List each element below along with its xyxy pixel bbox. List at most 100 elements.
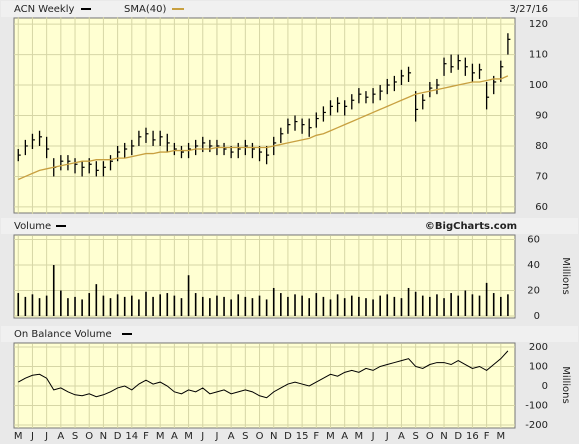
y-tick-label: 80 (535, 141, 548, 152)
panel-title: On Balance Volume (14, 329, 112, 340)
x-tick-label: M (326, 431, 335, 442)
x-tick-label: A (57, 431, 64, 442)
volume-bar (414, 291, 417, 316)
volume-bar (322, 296, 325, 316)
y-tick-label: 60 (527, 235, 540, 246)
volume-bar (237, 294, 240, 316)
obv-line (18, 350, 509, 399)
volume-bar (102, 295, 105, 316)
y-tick-label: 100 (529, 361, 548, 372)
volume-bar (308, 298, 311, 316)
legend-label: SMA(40) (124, 4, 166, 15)
y-tick-label: 90 (535, 111, 548, 122)
volume-bar (17, 293, 20, 316)
y-tick-label: 40 (527, 260, 540, 271)
x-tick-label: A (341, 431, 348, 442)
x-tick-label: M (156, 431, 165, 442)
volume-bar (436, 294, 438, 316)
volume-bar (287, 296, 289, 316)
volume-bar (173, 295, 176, 316)
volume-bar (223, 296, 225, 316)
x-tick-label: F (313, 431, 319, 442)
legend-label: ACN Weekly (14, 4, 74, 15)
y-tick-label: 20 (527, 286, 540, 297)
volume-bar (358, 296, 360, 316)
x-tick-label: S (412, 431, 418, 442)
volume-bar (258, 295, 261, 316)
y-tick-label: 70 (535, 171, 548, 182)
volume-bar (393, 296, 396, 316)
volume-bar (251, 298, 254, 316)
volume-bar (301, 295, 303, 316)
x-tick-label: J (30, 431, 34, 442)
volume-bar (216, 295, 218, 316)
x-tick-label: N (270, 431, 277, 442)
volume-bar (138, 299, 140, 316)
volume-bar (180, 298, 183, 316)
x-tick-label: M (496, 431, 505, 442)
x-tick-label: J (200, 431, 204, 442)
x-tick-label: J (385, 431, 389, 442)
volume-bar (471, 294, 474, 316)
volume-bar (88, 293, 91, 316)
x-tick-label: O (426, 431, 434, 442)
y-tick-label: 120 (529, 19, 548, 30)
x-tick-label: F (484, 431, 490, 442)
volume-bar (407, 287, 410, 316)
volume-bar (492, 293, 495, 316)
x-tick-label: O (256, 431, 264, 442)
x-tick-label: 16 (466, 431, 479, 442)
x-tick-label: A (228, 431, 235, 442)
volume-bar (500, 296, 502, 316)
volume-bar (209, 298, 211, 316)
y-tick-label: 0 (542, 381, 548, 392)
volume-bar (336, 294, 339, 316)
volume-bar (457, 295, 460, 316)
volume-bar (450, 293, 452, 316)
x-tick-label: S (72, 431, 78, 442)
volume-bar (45, 295, 48, 316)
y-tick-label: 110 (529, 50, 548, 61)
volume-bar (194, 293, 197, 316)
x-tick-label: O (85, 431, 93, 442)
x-tick-label: 15 (296, 431, 309, 442)
volume-bar (244, 296, 247, 316)
volume-bar (379, 295, 381, 316)
panel-title: Volume (14, 221, 51, 232)
x-tick-label: N (440, 431, 447, 442)
volume-bar (95, 284, 98, 316)
volume-bar (187, 275, 190, 316)
volume-bar (343, 298, 346, 316)
volume-bar (145, 291, 147, 316)
volume-bar (272, 287, 275, 316)
y-tick-label: 100 (529, 80, 548, 91)
volume-bar (24, 296, 27, 316)
volume-header (1, 218, 578, 234)
volume-bar (485, 282, 488, 316)
x-tick-label: M (184, 431, 193, 442)
volume-bar (81, 299, 83, 316)
volume-bar (52, 265, 55, 316)
volume-bar (280, 293, 282, 316)
volume-plot (13, 234, 516, 319)
volume-bar (60, 290, 62, 316)
x-tick-label: S (242, 431, 248, 442)
volume-bar (130, 295, 133, 316)
volume-bar (350, 295, 353, 316)
y-tick-label: -200 (525, 420, 548, 431)
x-tick-label: N (100, 431, 107, 442)
volume-bar (38, 298, 41, 316)
volume-bar (74, 296, 76, 316)
volume-bar (123, 296, 126, 316)
volume-bar (478, 295, 481, 316)
volume-bar (67, 298, 69, 316)
sma-line (18, 75, 509, 181)
volume-bar (294, 294, 296, 316)
volume-bar (315, 293, 318, 316)
x-tick-label: D (284, 431, 292, 442)
x-tick-label: A (398, 431, 405, 442)
x-tick-label: J (214, 431, 218, 442)
volume-bar (230, 299, 232, 316)
volume-bar (31, 294, 34, 316)
